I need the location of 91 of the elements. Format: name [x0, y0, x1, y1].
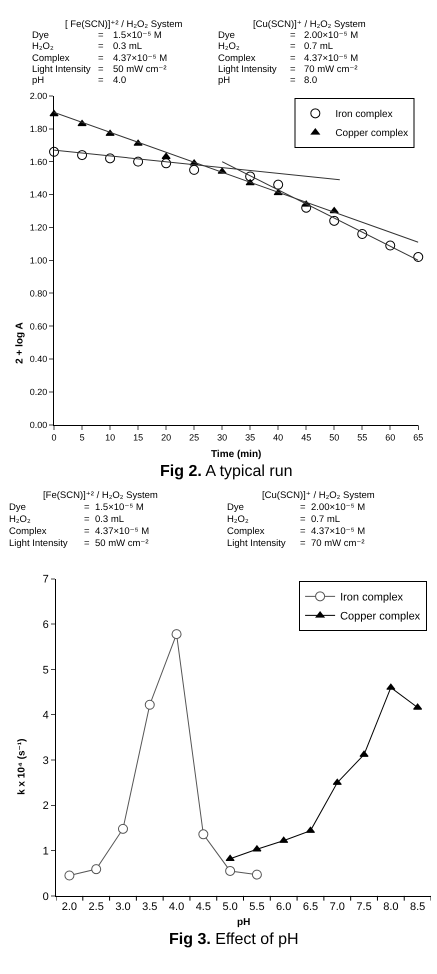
point: [118, 824, 128, 834]
x-axis-title: Time (min): [211, 449, 262, 460]
text: pH = 8.0: [218, 75, 318, 86]
text: Complex = 4.37×10⁻⁵ M: [227, 526, 366, 537]
y-tick-label: 1.40: [30, 190, 48, 200]
y-tick-label: 0.00: [30, 420, 48, 430]
point: [413, 703, 422, 710]
x-tick-label: 3.0: [115, 901, 131, 914]
point: [273, 180, 284, 190]
x-tick-label: 7.5: [356, 901, 372, 914]
y-axis-title: k x 10⁴ (s⁻¹): [16, 738, 28, 795]
text: [Cu(SCN)]⁺ / H₂O₂ System: [262, 490, 375, 501]
text: Complex = 4.37×10⁻⁵ M: [9, 526, 150, 537]
point: [189, 164, 200, 175]
point: [252, 870, 262, 880]
point: [64, 870, 74, 880]
x-tick-label: 55: [357, 432, 368, 443]
y-tick-label: 0.20: [30, 387, 48, 398]
x-tick-label: 20: [161, 432, 172, 443]
point: [172, 629, 182, 640]
text: Dye = 2.00×10⁻⁵ M: [227, 502, 366, 513]
text: Fig 3. Effect of pH: [169, 931, 299, 948]
text: H₂O₂ = 0.3 mL: [32, 41, 142, 52]
text: [Cu(SCN)]⁺ / H₂O₂ System: [253, 19, 366, 30]
text: Dye = 2.00×10⁻⁵ M: [218, 30, 358, 41]
x-tick-label: 5.0: [222, 901, 238, 914]
text: Dye = 1.5×10⁻⁵ M: [9, 502, 144, 513]
y-tick-label: 7: [42, 574, 49, 586]
y-tick-label: 4: [42, 710, 49, 722]
y-tick-label: 0.80: [30, 288, 48, 298]
x-tick-label: 40: [273, 432, 284, 443]
text: Light Intensity = 50 mW cm⁻²: [32, 64, 167, 75]
x-tick-label: 6.5: [302, 901, 318, 914]
y-tick-label: 2: [42, 800, 49, 812]
y-tick-label: 0: [42, 890, 49, 903]
text: Light Intensity = 70 mW cm⁻²: [227, 538, 365, 549]
text: H₂O₂ = 0.3 mL: [9, 514, 124, 525]
x-tick-label: 6.0: [276, 901, 292, 914]
x-tick-label: 15: [133, 432, 144, 443]
x-axis-title: pH: [237, 917, 250, 928]
y-tick-label: 1.20: [30, 222, 48, 233]
text: Dye = 1.5×10⁻⁵ M: [32, 30, 162, 41]
x-tick-label: 4.0: [168, 901, 184, 914]
text: Complex = 4.37×10⁻⁵ M: [218, 53, 358, 64]
text: H₂O₂ = 0.7 mL: [227, 514, 340, 525]
text: Fig 2. A typical run: [160, 463, 292, 480]
y-tick-label: 1: [42, 845, 49, 858]
y-axis-title: 2 + log A: [14, 322, 26, 364]
text: Light Intensity = 50 mW cm⁻²: [9, 538, 149, 549]
point: [91, 864, 102, 874]
x-tick-label: 65: [413, 432, 424, 443]
x-tick-label: 3.5: [142, 901, 158, 914]
x-tick-label: 10: [105, 432, 116, 443]
x-tick-label: 2.5: [88, 901, 104, 914]
x-tick-label: 8.5: [410, 901, 426, 914]
text: Light Intensity = 70 mW cm⁻²: [218, 64, 358, 75]
y-tick-label: 1.60: [30, 156, 48, 167]
x-tick-label: 5: [80, 432, 85, 443]
y-tick-label: 1.00: [30, 255, 48, 266]
x-tick-label: 2.0: [62, 901, 78, 914]
point: [144, 700, 155, 710]
y-tick-label: 1.80: [30, 124, 48, 134]
x-tick-label: 8.0: [383, 901, 398, 914]
legend-label: Iron complex: [340, 592, 404, 604]
x-tick-label: 25: [189, 432, 200, 443]
x-tick-label: 7.0: [330, 901, 345, 914]
legend-label: Iron complex: [335, 109, 393, 120]
x-tick-label: 50: [329, 432, 340, 443]
legend-label: Copper complex: [335, 128, 408, 140]
y-tick-label: 0.40: [30, 354, 48, 364]
x-tick-label: 35: [245, 432, 256, 443]
text: Complex = 4.37×10⁻⁵ M: [32, 53, 168, 64]
x-tick-label: 5.5: [249, 901, 265, 914]
x-tick-label: 45: [301, 432, 312, 443]
text: [Fe(SCN)]⁺² / H₂O₂ System: [43, 490, 158, 501]
x-tick-label: 4.5: [196, 901, 211, 914]
point: [198, 829, 208, 840]
y-tick-label: 5: [42, 664, 49, 676]
y-tick-label: 0.60: [30, 321, 48, 332]
point: [413, 252, 424, 262]
legend-label: Copper complex: [340, 610, 421, 623]
text: pH = 4.0: [32, 75, 126, 86]
text: H₂O₂ = 0.7 mL: [218, 41, 334, 52]
point: [225, 866, 236, 876]
x-tick-label: 0: [52, 432, 57, 443]
x-tick-label: 30: [217, 432, 228, 443]
y-tick-label: 2.00: [30, 91, 48, 102]
x-tick-label: 60: [385, 432, 396, 443]
y-tick-label: 6: [42, 618, 49, 631]
text: [ Fe(SCN)]⁺² / H₂O₂ System: [65, 19, 183, 30]
y-tick-label: 3: [42, 754, 49, 767]
